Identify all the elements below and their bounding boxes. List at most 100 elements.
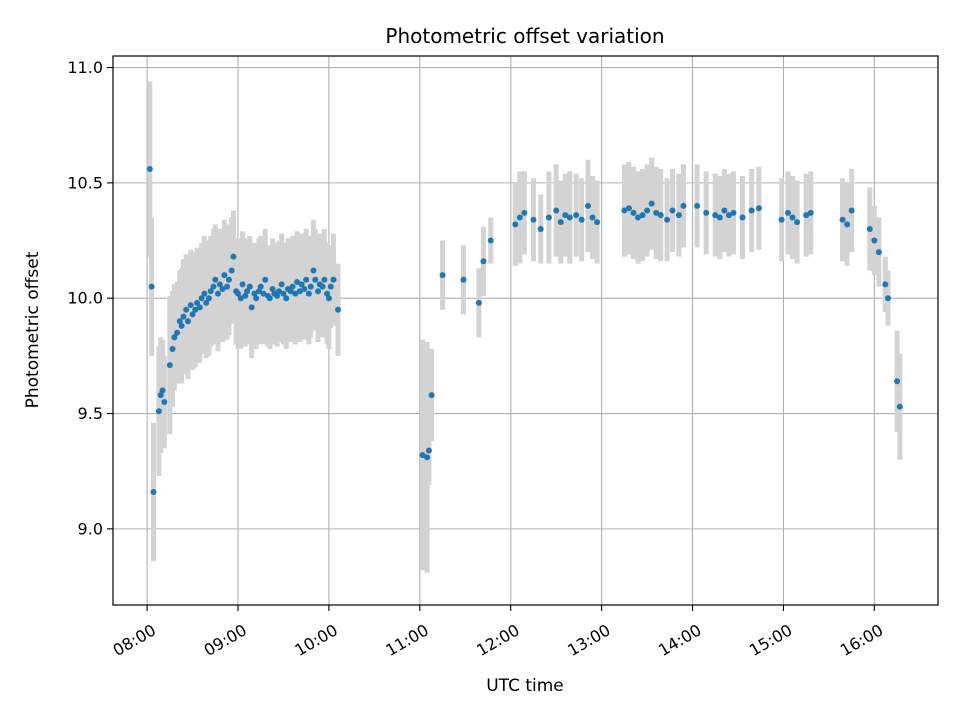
data-point: [274, 292, 281, 299]
data-point: [425, 447, 432, 454]
data-point: [207, 288, 214, 295]
data-point: [262, 276, 269, 283]
data-point: [194, 299, 201, 306]
data-point: [578, 216, 585, 223]
data-point: [807, 209, 814, 216]
data-point: [439, 272, 446, 279]
data-point: [310, 267, 317, 274]
data-point: [198, 295, 205, 302]
data-point: [730, 209, 737, 216]
data-point: [183, 306, 190, 313]
y-tick-label: 10.0: [67, 289, 103, 308]
data-point: [280, 290, 287, 297]
data-point: [778, 216, 785, 223]
data-point: [653, 209, 660, 216]
data-point: [303, 276, 310, 283]
data-point: [725, 212, 732, 219]
data-point: [424, 454, 431, 461]
data-point: [755, 205, 762, 212]
data-point: [545, 214, 552, 221]
data-point: [260, 290, 267, 297]
data-point: [669, 207, 676, 214]
data-point: [216, 281, 223, 288]
data-point: [794, 219, 801, 226]
data-point: [178, 322, 185, 329]
data-point: [789, 214, 796, 221]
data-point: [171, 334, 178, 341]
data-point: [866, 226, 873, 233]
data-point: [155, 408, 162, 415]
data-point: [553, 207, 560, 214]
data-point: [219, 285, 226, 292]
data-point: [335, 306, 341, 313]
data-point: [648, 200, 655, 207]
data-point: [221, 272, 228, 279]
data-point: [530, 216, 537, 223]
data-point: [212, 276, 219, 283]
data-point: [630, 209, 637, 216]
data-point: [419, 452, 426, 459]
data-point: [521, 209, 528, 216]
data-point: [475, 299, 482, 306]
data-point: [174, 329, 181, 336]
data-point: [148, 283, 155, 290]
data-point: [516, 214, 523, 221]
data-point: [244, 288, 251, 295]
data-point: [319, 283, 326, 290]
data-point: [712, 212, 719, 219]
data-point: [283, 295, 290, 302]
data-point: [664, 216, 671, 223]
data-point: [325, 295, 332, 302]
data-point: [566, 214, 573, 221]
data-point: [721, 207, 728, 214]
data-point: [675, 212, 682, 219]
data-point: [185, 318, 191, 325]
data-point: [315, 288, 321, 295]
data-point: [255, 288, 262, 295]
data-point: [224, 283, 231, 290]
data-point: [703, 209, 710, 216]
data-point: [882, 281, 889, 288]
data-point: [253, 295, 260, 302]
data-point: [557, 219, 564, 226]
data-point: [266, 295, 273, 302]
data-point: [166, 362, 173, 369]
y-tick-label: 9.5: [78, 404, 103, 423]
data-point: [305, 290, 312, 297]
data-point: [573, 212, 580, 219]
data-point: [287, 288, 294, 295]
data-point: [848, 207, 855, 214]
data-point: [239, 281, 246, 288]
data-point: [203, 299, 210, 306]
data-point: [246, 283, 253, 290]
data-point: [215, 290, 221, 297]
data-point: [237, 295, 244, 302]
y-axis-ticks: 9.0 9.5 10.0 10.5 11.0: [67, 58, 113, 538]
data-point: [327, 283, 334, 290]
data-point: [210, 283, 217, 290]
data-point: [871, 237, 878, 244]
data-point: [269, 285, 276, 292]
data-point: [537, 226, 544, 233]
data-point: [278, 281, 285, 288]
y-tick-label: 10.5: [67, 173, 103, 192]
data-point: [196, 304, 203, 311]
data-point: [875, 249, 882, 256]
plot-frame: [112, 55, 939, 606]
data-point: [894, 378, 901, 385]
data-point: [307, 283, 314, 290]
data-point: [621, 207, 628, 214]
data-point: [748, 207, 755, 214]
data-point: [460, 276, 467, 283]
data-point: [298, 281, 305, 288]
data-point: [189, 311, 196, 318]
data-point: [644, 207, 651, 214]
data-markers: [146, 166, 903, 495]
data-point: [180, 313, 187, 320]
data-point: [428, 392, 435, 399]
chart-title: Photometric offset variation: [385, 24, 664, 48]
data-point: [201, 290, 208, 297]
data-point: [562, 212, 569, 219]
data-point: [235, 290, 241, 297]
